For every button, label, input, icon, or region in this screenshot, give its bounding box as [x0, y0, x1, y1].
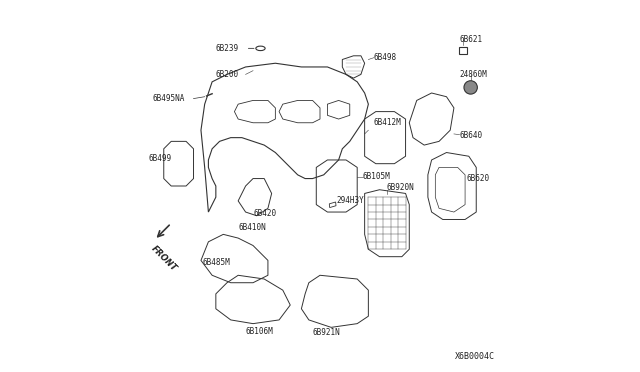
Text: 6B239: 6B239	[215, 44, 238, 53]
Text: 6B105M: 6B105M	[363, 172, 390, 181]
Text: 6B499: 6B499	[149, 154, 172, 163]
Circle shape	[464, 81, 477, 94]
Text: X6B0004C: X6B0004C	[455, 352, 495, 361]
Text: 6B485M: 6B485M	[203, 258, 230, 267]
Text: 6B106M: 6B106M	[246, 327, 273, 336]
Text: 6B412M: 6B412M	[374, 118, 402, 127]
Text: 6B621: 6B621	[460, 35, 483, 44]
Text: 6B200: 6B200	[215, 70, 238, 79]
Text: 6B495NA: 6B495NA	[152, 94, 185, 103]
Text: 6B620: 6B620	[467, 174, 490, 183]
Text: 6B410N: 6B410N	[238, 223, 266, 232]
Text: 6B640: 6B640	[460, 131, 483, 140]
Text: 6B920N: 6B920N	[387, 183, 415, 192]
Text: 6B420: 6B420	[253, 209, 276, 218]
Text: 24860M: 24860M	[460, 70, 487, 79]
Text: 294H3Y: 294H3Y	[337, 196, 365, 205]
Text: FRONT: FRONT	[149, 244, 179, 273]
Text: 6B921N: 6B921N	[312, 328, 340, 337]
Text: 6B498: 6B498	[374, 53, 397, 62]
